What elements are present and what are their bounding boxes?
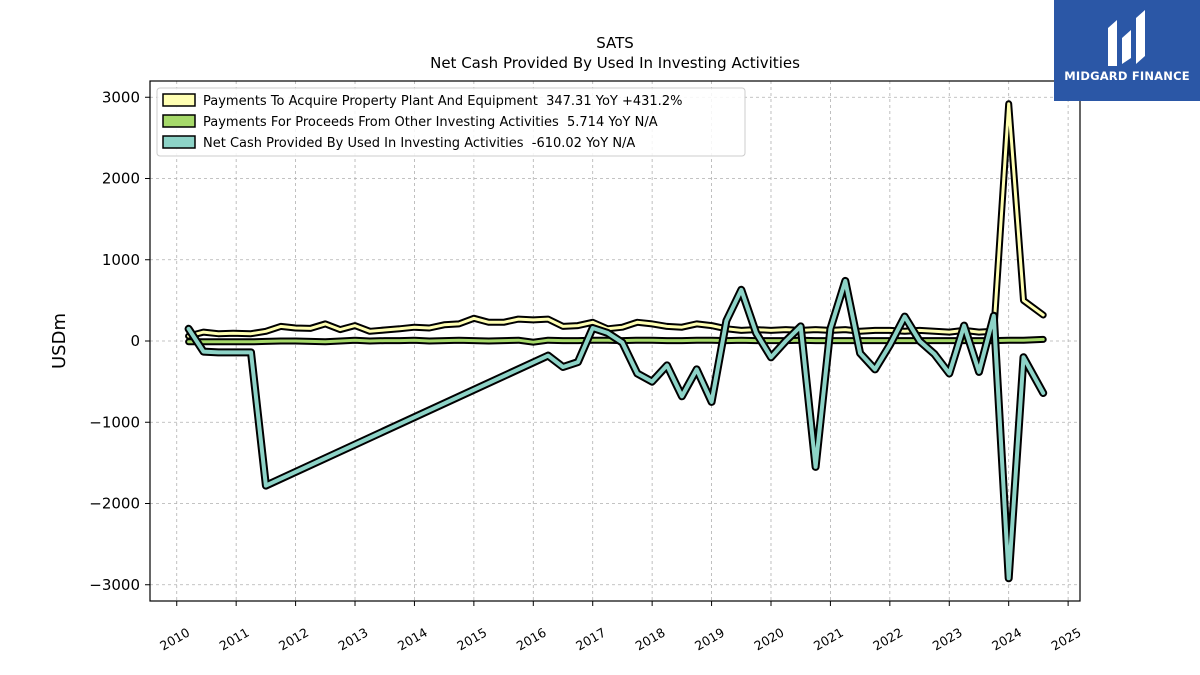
chart-title: SATS bbox=[596, 34, 634, 52]
x-tick-label: 2016 bbox=[514, 625, 549, 654]
x-tick-label: 2014 bbox=[395, 625, 430, 654]
series-line-2 bbox=[186, 278, 1046, 581]
y-tick-label: 3000 bbox=[102, 88, 140, 106]
brand-name: MIDGARD FINANCE bbox=[1064, 69, 1190, 83]
x-tick-label: 2025 bbox=[1049, 625, 1084, 654]
legend-label-net: Net Cash Provided By Used In Investing A… bbox=[203, 136, 635, 151]
x-tick-label: 2019 bbox=[692, 625, 727, 654]
legend-label-ppe: Payments To Acquire Property Plant And E… bbox=[203, 94, 682, 109]
legend-swatch-net bbox=[162, 135, 196, 149]
x-tick-label: 2017 bbox=[573, 625, 608, 654]
x-tick-label: 2013 bbox=[335, 625, 370, 654]
x-tick-label: 2024 bbox=[989, 625, 1024, 654]
y-axis-label: USDm bbox=[49, 313, 70, 369]
x-tick-label: 2010 bbox=[157, 625, 192, 654]
y-tick-label: 1000 bbox=[102, 251, 140, 269]
x-tick-label: 2022 bbox=[870, 625, 905, 654]
legend-swatch-other bbox=[162, 114, 196, 128]
series-lines bbox=[184, 100, 1048, 583]
legend-box bbox=[156, 87, 746, 157]
y-tick-label: 0 bbox=[130, 332, 140, 350]
x-tick-label: 2018 bbox=[633, 625, 668, 654]
brand-logo: MIDGARD FINANCE bbox=[1054, 0, 1200, 101]
plot-frame bbox=[149, 80, 1081, 602]
x-tick-label: 2021 bbox=[811, 625, 846, 654]
y-tick-label: −3000 bbox=[89, 576, 140, 594]
legend-label-other: Payments For Proceeds From Other Investi… bbox=[203, 115, 658, 130]
x-axis: 2010 2011 2012 2013 2014 2015 2016 2017 2018 2019… bbox=[157, 601, 1084, 654]
y-tick-label: −1000 bbox=[89, 413, 140, 431]
x-tick-label: 2023 bbox=[930, 625, 965, 654]
x-tick-label: 2020 bbox=[751, 625, 786, 654]
x-tick-label: 2015 bbox=[454, 625, 489, 654]
chart-subtitle: Net Cash Provided By Used In Investing A… bbox=[430, 54, 800, 72]
x-tick-label: 2011 bbox=[217, 625, 252, 654]
midgard-logo-icon bbox=[1108, 10, 1145, 66]
y-axis: −3000 −2000 −1000 0 1000 2000 3000 bbox=[89, 88, 150, 594]
y-tick-label: 2000 bbox=[102, 170, 140, 188]
x-tick-label: 2012 bbox=[276, 625, 311, 654]
legend-swatch-ppe bbox=[162, 93, 196, 107]
y-tick-label: −2000 bbox=[89, 495, 140, 513]
legend: Payments To Acquire Property Plant And E… bbox=[156, 87, 746, 157]
